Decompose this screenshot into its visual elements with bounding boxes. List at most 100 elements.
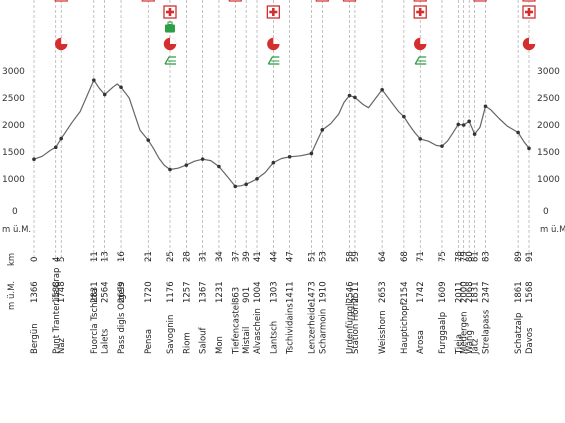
y-tick-right-zero: 0 [543,207,549,217]
km-label-4: 4 [52,257,62,262]
elevation-label-75: 1609 [438,281,448,303]
stop-name-80: Wang [465,330,475,354]
y-tick-right-2500: 2500 [537,94,560,104]
km-label-71: 71 [416,251,426,262]
profile-point-47 [287,155,292,159]
y-unit-right: m ü.M. [540,225,565,235]
clock-icon [414,37,427,51]
top-marker [228,0,242,2]
y-tick-left-3000: 3000 [2,67,25,77]
elevation-label-71: 1742 [416,281,426,303]
stop-name-31: Salouf [199,326,209,354]
profile-point-5 [59,136,63,141]
elevation-label-91: 1568 [525,281,535,303]
stop-name-41: Alvaschein [253,308,263,354]
y-tick-left-1500: 1500 [2,148,25,158]
km-label-78: 78 [454,251,464,262]
stop-name-83: Strelapass [481,309,491,354]
elevation-label-11: 2831 [90,281,100,303]
elevation-label-28: 1257 [182,281,192,303]
first-aid-cross-h [416,10,425,14]
km-label-47: 47 [286,251,296,262]
stop-name-75: Furggaalp [438,312,448,354]
km-unit-label: km [7,253,17,266]
elevation-label-44: 1303 [269,281,279,303]
y-tick-left-zero: 0 [12,207,18,217]
stop-name-44: Lantsch [269,321,279,354]
profile-point-31 [200,157,205,161]
y-tick-right-1000: 1000 [537,175,560,185]
first-aid-icon [163,5,177,19]
km-label-13: 13 [101,251,111,262]
stop-name-91: Davos [525,327,535,354]
first-aid-cross-h [269,10,278,14]
y-tick-right-3000: 3000 [537,67,560,77]
km-label-75: 75 [438,251,448,262]
km-label-11: 11 [90,251,100,262]
profile-point-4 [53,145,58,150]
profile-point-11 [92,78,96,82]
profile-point-91 [527,146,531,151]
y-tick-left-2000: 2000 [2,121,25,131]
stop-name-68: Hauptichopf [400,301,410,354]
luggage-handle [167,21,173,25]
stop-name-58: Urdenfürggli [345,301,355,354]
km-label-0: 0 [30,257,40,262]
first-aid-icon [413,5,427,19]
stop-name-11: Fuorcla Tschitta [90,288,100,354]
elevation-label-13: 2564 [101,281,111,303]
profile-point-44 [271,160,276,165]
elevation-label-81: 1831 [471,281,481,303]
stop-name-0: Bergün [30,323,40,354]
stop-name-53: Scharmoin [318,309,328,354]
km-label-39: 39 [242,251,252,262]
elevation-unit-label: m ü.M. [7,281,17,310]
y-unit-left: m ü.M. [2,225,31,235]
profile-point-80 [467,119,471,124]
stop-name-13: Lalets [101,328,111,354]
stop-name-78: Tieja [454,334,464,355]
top-marker [141,0,155,2]
km-label-25: 25 [166,251,176,262]
profile-point-39 [244,182,248,187]
elevation-label-68: 2154 [400,281,410,303]
km-label-34: 34 [215,251,225,262]
stop-name-28: Riom [182,332,192,354]
km-label-68: 68 [400,251,410,262]
km-label-79: 79 [460,251,470,262]
elevation-label-39: 901 [242,287,252,303]
km-label-89: 89 [514,251,524,262]
elevation-label-80: 2068 [465,281,475,303]
km-label-81: 81 [471,251,481,262]
first-aid-cross-h [525,10,533,14]
stop-name-47: Tschividains [286,303,296,355]
clock-quadrant [273,37,280,44]
profile-point-21 [146,138,151,142]
km-label-41: 41 [253,251,263,262]
elevation-label-79: 2000 [460,281,470,303]
profile-point-89 [516,130,520,135]
y-tick-left-2500: 2500 [2,94,25,104]
profile-point-28 [184,163,189,167]
top-marker [315,0,329,2]
elevation-label-64: 2653 [378,281,388,303]
clock-quadrant [420,37,427,44]
elevation-label-4: 1588 [52,281,62,303]
km-label-44: 44 [269,251,279,262]
stop-name-51: Lenzerheide [307,302,317,354]
profile-point-13 [102,92,107,97]
first-aid-icon [266,5,280,19]
rail-track-top [267,56,280,65]
luggage-body [164,24,175,33]
elevation-label-31: 1367 [199,281,209,303]
clock-quadrant [61,37,68,44]
rail-track-top [414,56,427,65]
km-label-80: 80 [465,251,475,262]
elevation-label-47: 1411 [286,281,296,303]
profile-point-34 [217,164,221,169]
stop-name-81: Jatz [471,338,481,355]
stop-name-4: Punt Tranter ils Crap [52,268,62,354]
clock-icon [267,37,280,51]
